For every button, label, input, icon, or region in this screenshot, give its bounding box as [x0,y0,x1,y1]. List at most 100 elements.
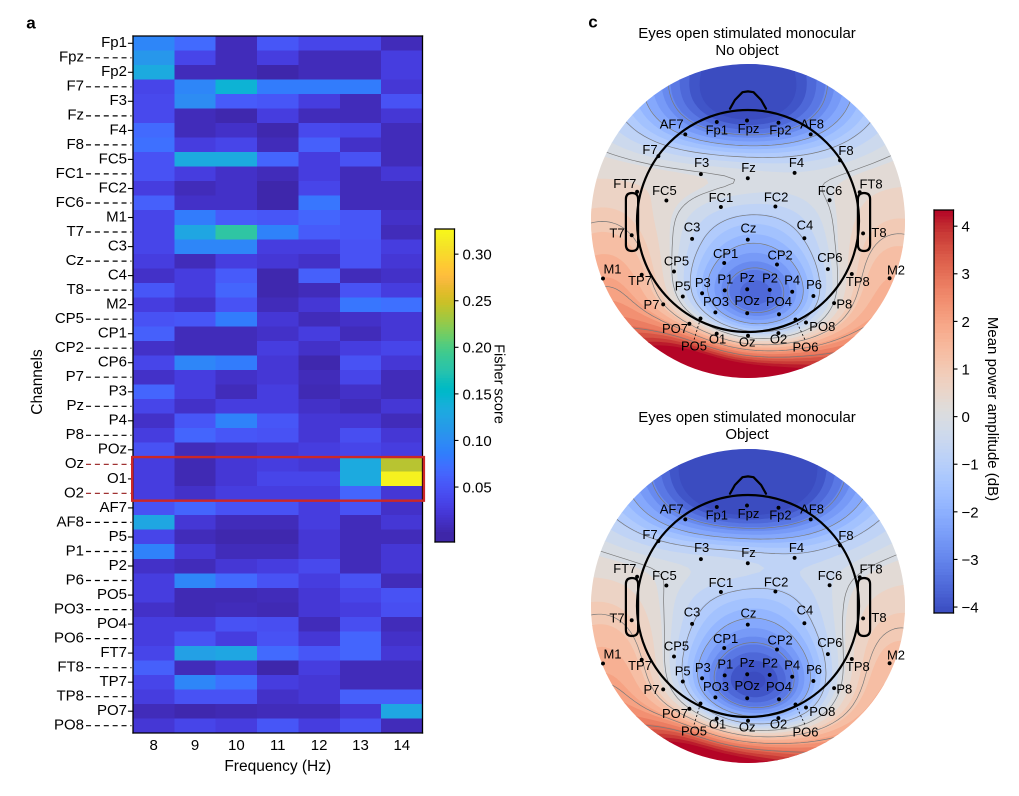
svg-text:CP6: CP6 [817,635,842,650]
svg-text:13: 13 [352,737,369,754]
svg-text:PO3: PO3 [54,600,84,617]
svg-text:FT7: FT7 [613,561,636,576]
svg-text:PO4: PO4 [97,615,127,632]
svg-text:Cz: Cz [741,606,757,621]
svg-text:M2: M2 [887,262,905,277]
svg-text:PO7: PO7 [662,706,688,721]
svg-text:P7: P7 [66,368,84,385]
svg-text:Fz: Fz [67,107,84,124]
svg-text:C3: C3 [108,237,127,254]
svg-text:FC1: FC1 [709,575,734,590]
svg-text:3: 3 [962,266,970,283]
svg-text:P1: P1 [717,272,733,287]
svg-text:Mean power amplitude (dB): Mean power amplitude (dB) [984,317,1001,501]
svg-text:P8: P8 [836,296,852,311]
svg-text:4: 4 [962,219,970,236]
svg-text:T7: T7 [609,610,624,625]
svg-text:FT8: FT8 [859,176,882,191]
svg-text:FC1: FC1 [709,190,734,205]
svg-text:P1: P1 [717,657,733,672]
svg-text:M1: M1 [603,261,621,276]
svg-text:Pz: Pz [740,655,755,670]
svg-text:P5: P5 [675,664,691,679]
svg-text:F8: F8 [838,528,853,543]
svg-text:−3: −3 [962,552,979,569]
svg-text:P8: P8 [836,681,852,696]
svg-text:Fz: Fz [741,545,755,560]
svg-text:O1: O1 [107,470,127,487]
svg-text:TP7: TP7 [99,673,127,690]
svg-text:0.30: 0.30 [463,247,492,264]
svg-text:C4: C4 [797,603,814,618]
svg-text:P2: P2 [762,271,778,286]
svg-text:AF7: AF7 [660,502,684,517]
svg-text:PO8: PO8 [809,704,835,719]
svg-text:AF8: AF8 [800,116,824,131]
svg-text:FC2: FC2 [764,189,789,204]
svg-text:CP1: CP1 [713,246,738,261]
svg-text:P6: P6 [806,662,822,677]
svg-text:P4: P4 [109,412,127,429]
svg-text:P1: P1 [66,542,84,559]
svg-text:P5: P5 [675,279,691,294]
svg-text:C3: C3 [684,219,701,234]
svg-text:PO7: PO7 [662,321,688,336]
svg-text:CP5: CP5 [664,638,689,653]
svg-text:PO7: PO7 [97,702,127,719]
svg-text:CP2: CP2 [55,339,84,356]
svg-text:a: a [26,13,36,32]
svg-text:Fp1: Fp1 [706,122,728,137]
svg-text:C4: C4 [108,266,127,283]
svg-text:M1: M1 [603,646,621,661]
svg-text:Frequency (Hz): Frequency (Hz) [224,758,331,775]
svg-text:No object: No object [715,42,779,59]
svg-text:Eyes open stimulated monocular: Eyes open stimulated monocular [638,409,856,426]
svg-text:0: 0 [962,409,970,426]
svg-text:FT8: FT8 [57,659,84,676]
svg-text:C4: C4 [797,218,814,233]
svg-text:F7: F7 [642,142,657,157]
svg-text:AF8: AF8 [56,513,84,530]
svg-text:Cz: Cz [66,252,84,269]
svg-text:CP2: CP2 [767,247,792,262]
svg-text:PO8: PO8 [54,717,84,734]
svg-text:P6: P6 [66,571,84,588]
svg-text:Oz: Oz [739,334,756,349]
svg-text:P8: P8 [66,426,84,443]
svg-text:14: 14 [393,737,410,754]
svg-text:P3: P3 [109,383,127,400]
svg-text:Oz: Oz [65,455,84,472]
svg-text:Fp2: Fp2 [101,63,127,80]
svg-text:−2: −2 [962,504,979,521]
svg-text:T8: T8 [871,610,886,625]
svg-text:c: c [588,12,597,31]
svg-text:PO6: PO6 [792,724,818,739]
svg-text:P3: P3 [695,275,711,290]
svg-text:O1: O1 [709,717,726,732]
svg-text:Pz: Pz [740,270,755,285]
svg-text:Pz: Pz [66,397,84,414]
svg-text:Fp2: Fp2 [769,123,791,138]
svg-text:FT7: FT7 [100,644,127,661]
svg-text:PO4: PO4 [766,294,792,309]
svg-text:F7: F7 [642,527,657,542]
svg-text:9: 9 [191,737,199,754]
svg-text:FC1: FC1 [56,165,84,182]
svg-text:Fp1: Fp1 [706,507,728,522]
svg-text:PO3: PO3 [703,679,729,694]
svg-text:TP8: TP8 [846,659,870,674]
svg-text:AF7: AF7 [99,499,127,516]
svg-text:POz: POz [98,441,127,458]
svg-text:AF8: AF8 [800,501,824,516]
svg-text:T8: T8 [66,281,84,298]
svg-text:O2: O2 [770,717,787,732]
svg-text:11: 11 [270,737,286,754]
svg-text:P4: P4 [784,657,800,672]
svg-text:CP6: CP6 [98,354,127,371]
svg-text:T7: T7 [609,225,624,240]
svg-text:F7: F7 [66,78,84,95]
svg-text:FC5: FC5 [99,150,127,167]
svg-text:P7: P7 [644,682,660,697]
svg-text:TP8: TP8 [846,274,870,289]
svg-text:Fpz: Fpz [738,506,760,521]
